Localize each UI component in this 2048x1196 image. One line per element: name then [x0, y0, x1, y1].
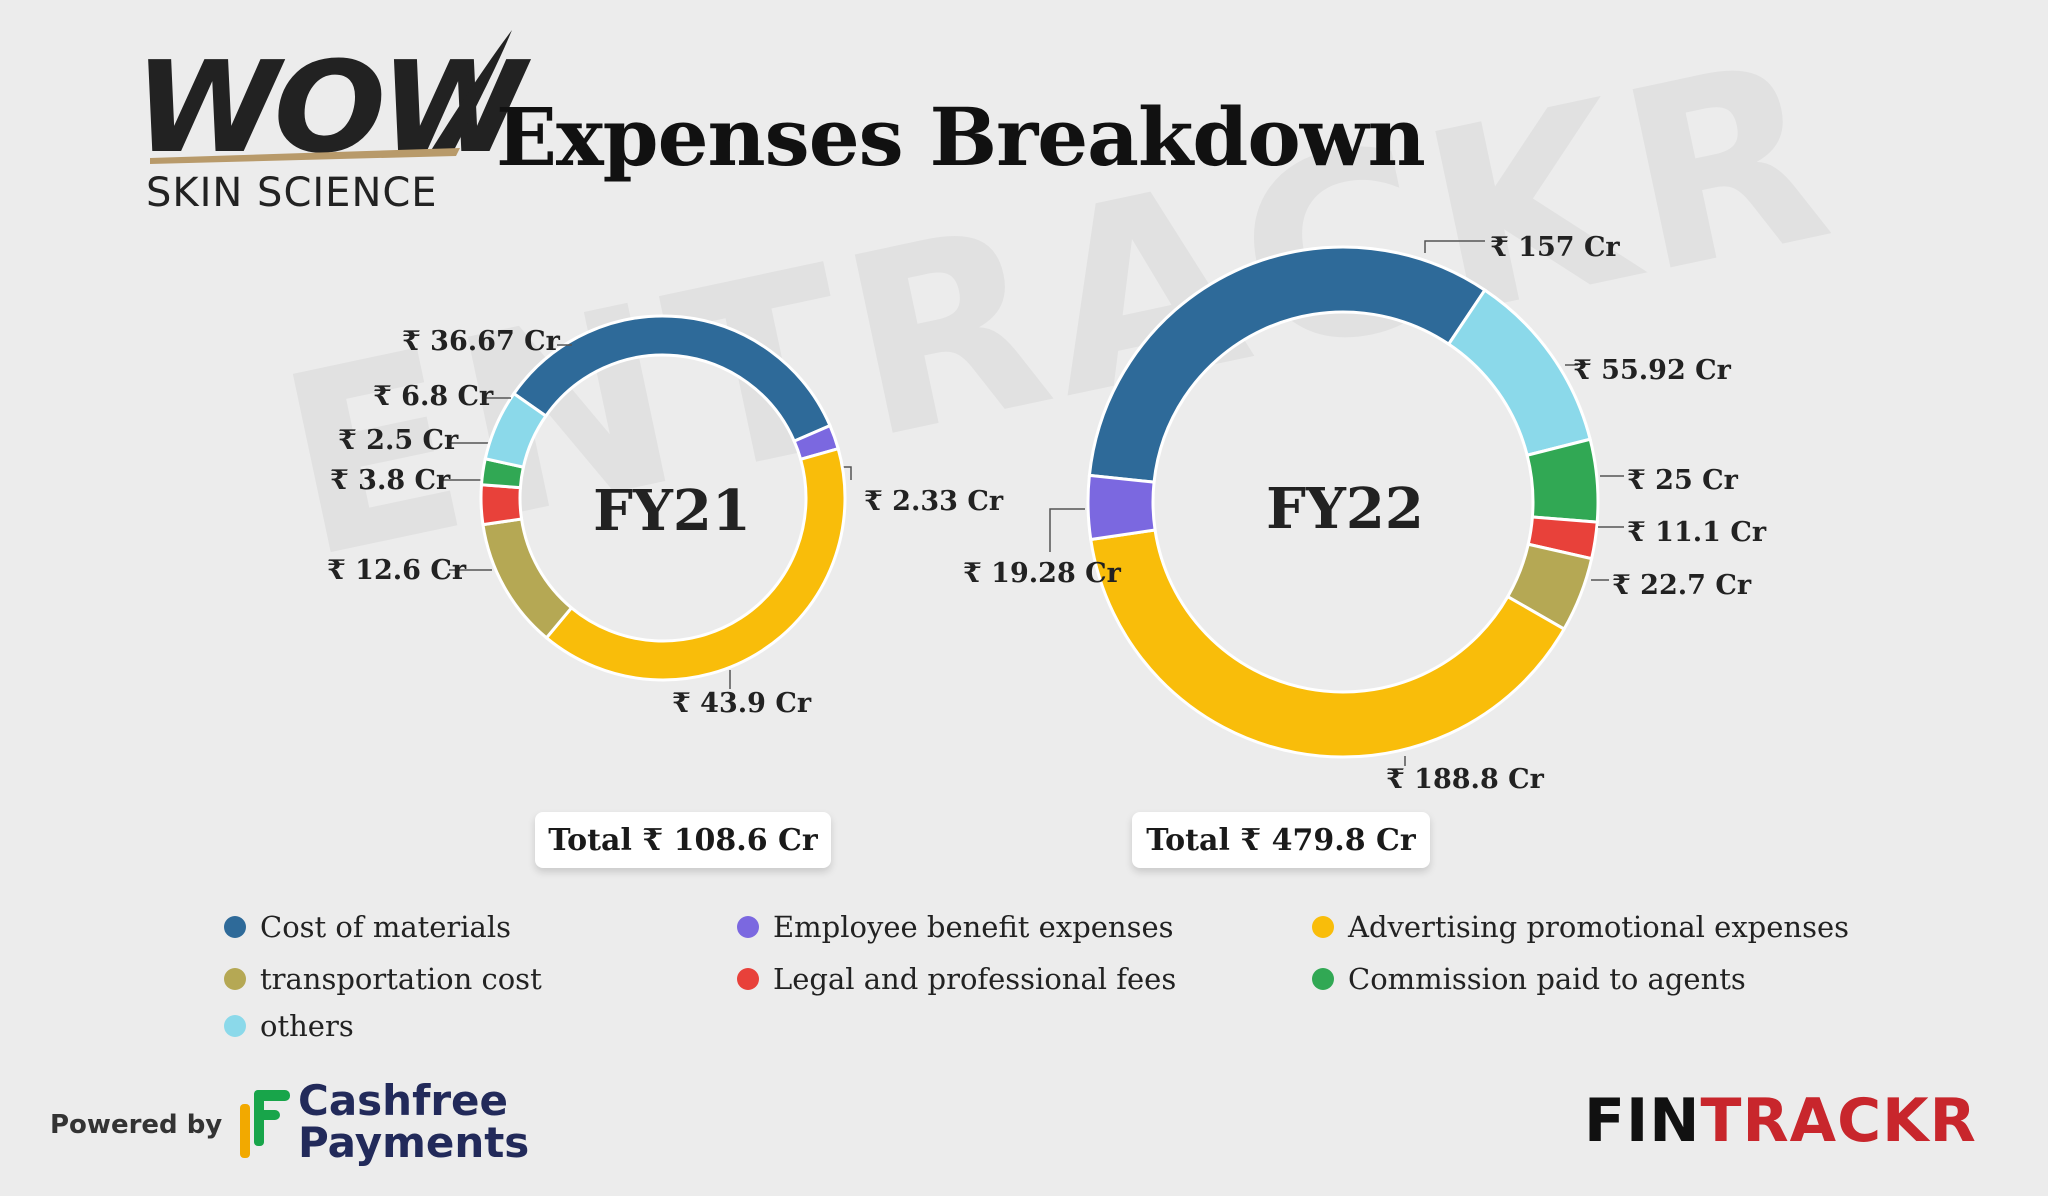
cashfree-logo-icon [240, 1090, 290, 1158]
donut-slice-commission-paid-to-agents [1525, 437, 1600, 524]
data-label: ₹ 43.9 Cr [672, 688, 812, 719]
legend-item-advertising: Advertising promotional expenses [1312, 910, 1849, 944]
data-label: ₹ 55.92 Cr [1573, 355, 1732, 386]
leader-line [1424, 240, 1485, 253]
data-label: ₹ 11.1 Cr [1627, 517, 1767, 548]
donut-slice-advertising-promotional-expenses [1089, 528, 1567, 759]
donut-slice-legal-and-professional-fees [479, 483, 524, 527]
fy22-total: Total ₹ 479.8 Cr [1132, 812, 1430, 868]
fintrackr-logo: FINTRACKR [1584, 1086, 1977, 1156]
legend-label: Legal and professional fees [773, 962, 1177, 996]
data-label: ₹ 157 Cr [1490, 232, 1620, 263]
wow-logo: WOW SKIN SCIENCE [130, 24, 526, 224]
legend-label: Cost of materials [260, 910, 512, 944]
legend-item-cost-of-materials: Cost of materials [224, 910, 511, 944]
legend-item-transportation: transportation cost [224, 962, 542, 996]
legend: Cost of materials Employee benefit expen… [224, 910, 1849, 1060]
leader-line [1049, 508, 1085, 552]
legend-swatch [224, 968, 246, 990]
legend-label: others [260, 1009, 354, 1043]
donut-slice-advertising-promotional-expenses [544, 446, 847, 682]
fintrackr-logo-part2: TRACKR [1700, 1086, 1977, 1156]
donut-slice-transportation-cost [481, 517, 574, 640]
fy21-total: Total ₹ 108.6 Cr [535, 812, 831, 868]
powered-by-label: Powered by [50, 1110, 223, 1140]
cashfree-line2: Payments [298, 1118, 530, 1167]
data-label: ₹ 19.28 Cr [963, 558, 1122, 589]
legend-swatch [224, 916, 246, 938]
donut-center-label: FY21 [593, 478, 751, 544]
legend-item-employee-benefit: Employee benefit expenses [737, 910, 1174, 944]
legend-swatch [1312, 916, 1334, 938]
cashfree-line1: Cashfree [298, 1076, 509, 1125]
data-label: ₹ 6.8 Cr [373, 381, 494, 412]
legend-label: Employee benefit expenses [773, 910, 1174, 944]
page-title: Expenses Breakdown [496, 90, 1426, 184]
data-label: ₹ 36.67 Cr [402, 326, 561, 357]
legend-item-commission: Commission paid to agents [1312, 962, 1746, 996]
legend-item-others: others [224, 1009, 354, 1043]
cashfree-wordmark: Cashfree Payments [298, 1080, 529, 1164]
donut-slice-cost-of-materials [511, 314, 832, 444]
fintrackr-logo-part1: FIN [1584, 1086, 1701, 1156]
legend-label: Advertising promotional expenses [1348, 910, 1850, 944]
data-label: ₹ 12.6 Cr [327, 555, 467, 586]
data-label: ₹ 188.8 Cr [1386, 764, 1545, 795]
data-label: ₹ 3.8 Cr [330, 465, 451, 496]
donut-slice-employee-benefit-expenses [1086, 473, 1157, 542]
logo-swoosh-icon [150, 30, 512, 164]
donut-center-label: FY22 [1266, 476, 1424, 542]
data-label: ₹ 22.7 Cr [1612, 570, 1752, 601]
legend-label: transportation cost [260, 962, 542, 996]
legend-item-legal: Legal and professional fees [737, 962, 1176, 996]
legend-swatch [1312, 968, 1334, 990]
donut-slice-others [1446, 288, 1592, 458]
legend-swatch [737, 968, 759, 990]
data-label: ₹ 2.33 Cr [864, 486, 1004, 517]
donut-slice-cost-of-materials [1087, 245, 1487, 484]
data-label: ₹ 25 Cr [1627, 465, 1739, 496]
donut-slice-others [483, 391, 548, 469]
data-label: ₹ 2.5 Cr [338, 425, 459, 456]
legend-swatch [224, 1015, 246, 1037]
wow-logo-subtext: SKIN SCIENCE [146, 170, 438, 216]
legend-label: Commission paid to agents [1348, 962, 1746, 996]
legend-swatch [737, 916, 759, 938]
